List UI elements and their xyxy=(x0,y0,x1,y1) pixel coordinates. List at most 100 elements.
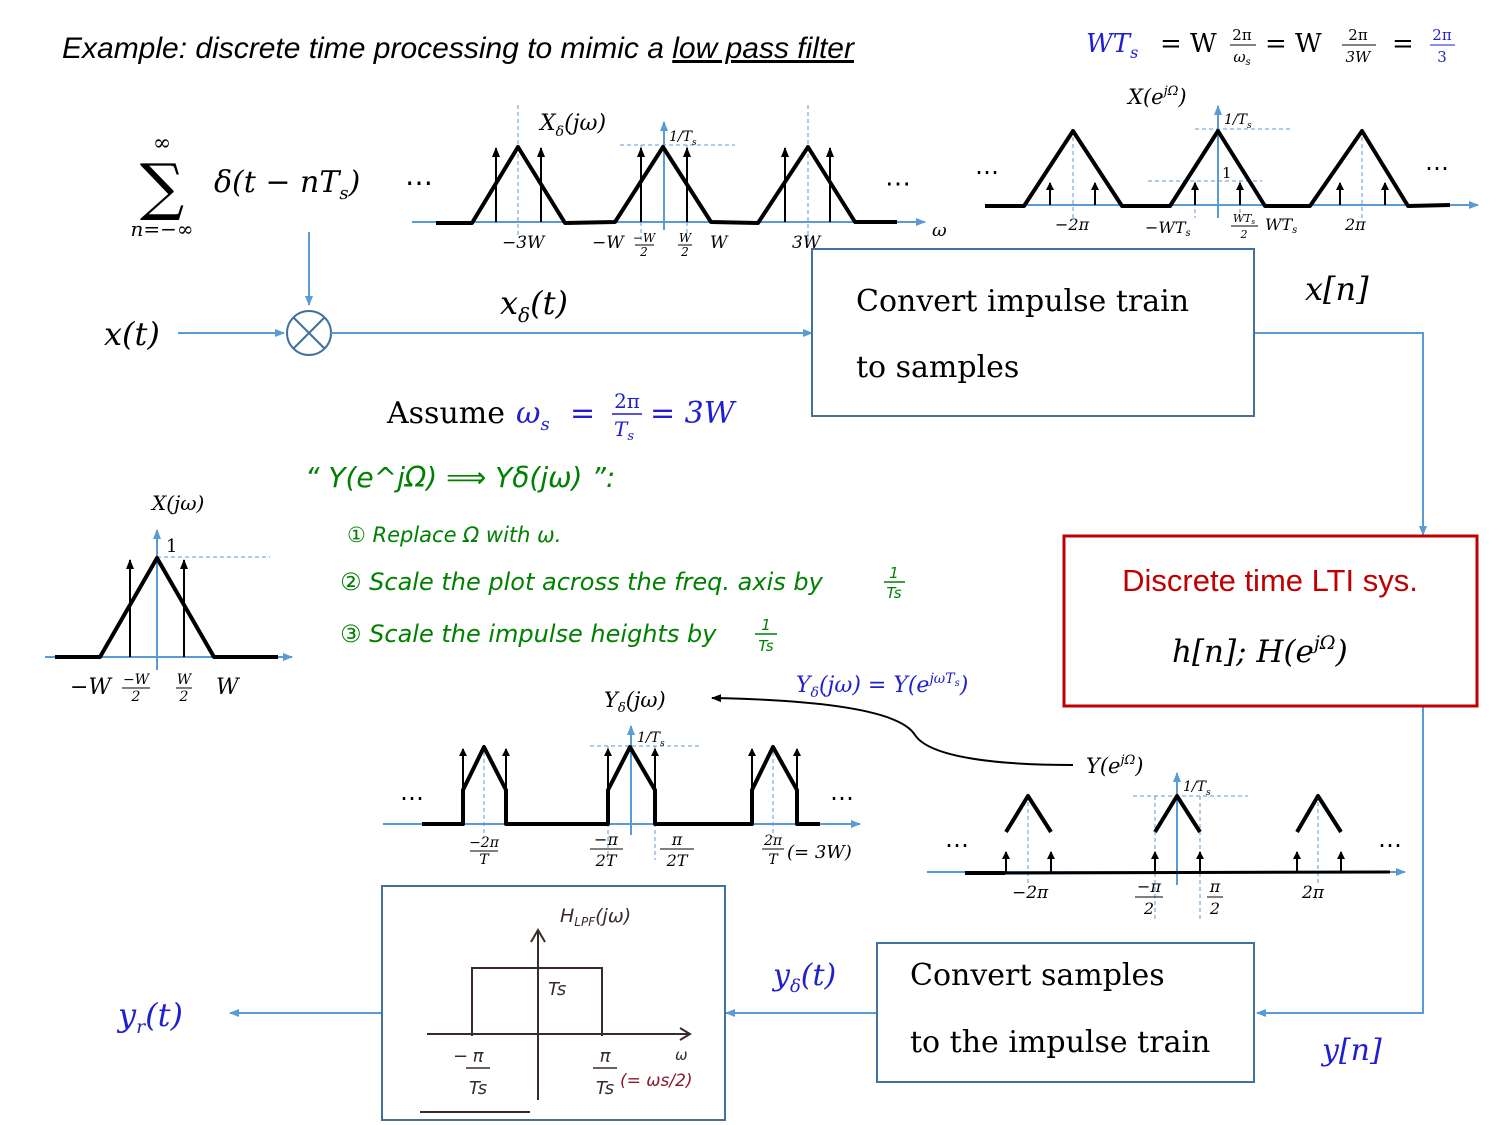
svg-text:3: 3 xyxy=(1437,48,1447,66)
svg-text:⋯: ⋯ xyxy=(400,784,424,812)
convert-impulse-to-samples-box: Convert impulse train to samples xyxy=(811,248,1255,417)
svg-text:−2π: −2π xyxy=(1055,215,1090,234)
xdelta-label: Xδ(jω) xyxy=(538,111,606,140)
svg-text:⋯: ⋯ xyxy=(945,831,969,859)
svg-text:π: π xyxy=(671,830,683,849)
svg-text:π: π xyxy=(600,1046,612,1067)
svg-text:2π: 2π xyxy=(1301,883,1325,903)
svg-text:W: W xyxy=(679,231,693,245)
svg-text:1: 1 xyxy=(1222,164,1232,182)
svg-text:Ts: Ts xyxy=(469,1078,487,1099)
svg-text:(= ωs/2): (= ωs/2) xyxy=(620,1071,693,1091)
svg-text:−2π: −2π xyxy=(1012,883,1049,903)
svg-text:2T: 2T xyxy=(666,851,689,870)
svg-text:2π: 2π xyxy=(763,833,783,849)
svg-text:π: π xyxy=(1209,877,1221,896)
svg-text:−W: −W xyxy=(592,233,625,253)
svg-text:2: 2 xyxy=(1240,228,1248,241)
label-xn: x[n] xyxy=(1305,270,1369,308)
handwritten-notes: “ Y(e^jΩ) ⟹ Yδ(jω) ”: ① Replace Ω with ω… xyxy=(305,461,905,655)
svg-text:(= 3W): (= 3W) xyxy=(787,842,852,863)
label-yn: y[n] xyxy=(1320,1033,1382,1068)
svg-text:W: W xyxy=(216,675,241,700)
label-xdelta-t: xδ(t) xyxy=(500,284,568,327)
svg-text:Ts: Ts xyxy=(548,979,566,1000)
relation-connector-arrow xyxy=(711,694,1074,766)
svg-text:1/Ts: 1/Ts xyxy=(1224,112,1252,131)
svg-text:π: π xyxy=(473,1046,485,1067)
label-xt: x(t) xyxy=(104,315,160,353)
header-equation: WTs = W 2π ωs = W 2π 3W = 2π 3 xyxy=(1086,26,1455,68)
svg-text:2π: 2π xyxy=(1432,26,1452,44)
svg-text:⋯: ⋯ xyxy=(885,169,911,199)
label-ydelta-t: yδ(t) xyxy=(771,958,836,997)
svg-text:−π: −π xyxy=(1137,877,1161,896)
svg-text:Yδ(jω): Yδ(jω) xyxy=(604,688,666,716)
svg-text:“ Y(e^jΩ) ⟹ Yδ(jω) ”:: “ Y(e^jΩ) ⟹ Yδ(jω) ”: xyxy=(305,461,615,494)
svg-text:ωs: ωs xyxy=(516,396,550,435)
xomega-spectrum-plot: X(ejΩ) 1/Ts 1 ⋯ ⋯ −2π −WTs WTs 2 WTs 2π xyxy=(975,84,1479,241)
svg-text:2: 2 xyxy=(179,689,189,705)
svg-text:Ts: Ts xyxy=(614,417,634,444)
assume-equation: Assume ωs = 2π Ts = 3W xyxy=(386,389,737,444)
svg-text:Convert samples: Convert samples xyxy=(910,958,1165,993)
svg-text:−W: −W xyxy=(123,672,151,688)
svg-text:=: = xyxy=(1392,29,1414,59)
svg-text:W: W xyxy=(177,672,193,688)
svg-text:n=−∞: n=−∞ xyxy=(130,217,193,241)
ydelta-relation-eq: Yδ(jω) = Y(ejωTs) xyxy=(796,671,968,701)
convert-samples-to-impulse-box: Convert samples to the impulse train xyxy=(876,942,1255,1083)
svg-text:③ Scale the impulse heights by: ③ Scale the impulse heights by xyxy=(340,620,717,648)
svg-text:3W: 3W xyxy=(1346,48,1373,66)
lti-system-box: Discrete time LTI sys. h[n]; H(ejΩ) xyxy=(1062,534,1479,708)
svg-text:T: T xyxy=(768,852,779,868)
svg-text:WTs: WTs xyxy=(1086,29,1138,62)
svg-text:ω: ω xyxy=(932,220,947,241)
svg-text:−2π: −2π xyxy=(469,835,500,851)
svg-text:⋯: ⋯ xyxy=(1378,831,1402,859)
ydelta-spectrum-plot: Yδ(jω) 1/Ts ⋯ ⋯ −2π T −π 2T π 2T 2π T (=… xyxy=(383,688,861,870)
svg-text:Ts: Ts xyxy=(758,637,773,655)
svg-text:X(jω): X(jω) xyxy=(150,491,204,515)
svg-text:2: 2 xyxy=(639,245,648,259)
svg-text:2T: 2T xyxy=(595,851,618,870)
svg-text:Convert impulse train: Convert impulse train xyxy=(856,284,1189,319)
svg-text:−: − xyxy=(453,1046,468,1067)
svg-text:δ(t − nTs): δ(t − nTs) xyxy=(214,165,360,204)
x-jw-plot: X(jω) 1 −W −W 2 W 2 W xyxy=(45,491,293,705)
svg-text:= W: = W xyxy=(1265,29,1322,59)
svg-text:Discrete time LTI sys.: Discrete time LTI sys. xyxy=(1122,563,1418,598)
svg-text:2π: 2π xyxy=(1232,26,1252,44)
svg-text:2π: 2π xyxy=(1348,26,1368,44)
svg-text:Assume: Assume xyxy=(386,396,505,431)
svg-text:= 3W: = 3W xyxy=(650,396,737,431)
svg-text:ωs: ωs xyxy=(1233,48,1250,68)
svg-text:1/Ts: 1/Ts xyxy=(669,129,697,148)
svg-text:1: 1 xyxy=(166,536,177,557)
svg-text:to the impulse train: to the impulse train xyxy=(910,1025,1210,1060)
svg-text:=: = xyxy=(570,396,595,431)
svg-text:2: 2 xyxy=(1143,899,1154,918)
svg-text:−3W: −3W xyxy=(502,233,546,253)
svg-text:h[n]; H(ejΩ): h[n]; H(ejΩ) xyxy=(1172,632,1348,670)
svg-text:Y(ejΩ): Y(ejΩ) xyxy=(1086,753,1144,778)
svg-text:2π: 2π xyxy=(1344,215,1366,234)
svg-text:⋯: ⋯ xyxy=(975,158,999,186)
svg-text:⋯: ⋯ xyxy=(1425,154,1449,182)
svg-text:T: T xyxy=(479,852,490,868)
svg-text:2: 2 xyxy=(1209,899,1220,918)
svg-text:1: 1 xyxy=(761,616,771,634)
svg-text:Ts: Ts xyxy=(596,1078,614,1099)
label-yr-t: yr(t) xyxy=(116,996,183,1038)
svg-text:−WTs: −WTs xyxy=(1145,218,1191,239)
svg-text:to samples: to samples xyxy=(856,350,1019,385)
svg-text:2π: 2π xyxy=(614,389,640,413)
svg-text:⋯: ⋯ xyxy=(405,166,433,199)
svg-text:1: 1 xyxy=(889,564,899,582)
impulse-train-sum: ∞ ∑ n=−∞ δ(t − nTs) ⋯ xyxy=(130,131,433,241)
svg-text:⋯: ⋯ xyxy=(830,784,854,812)
svg-text:−π: −π xyxy=(594,830,618,849)
svg-text:HLPF(jω): HLPF(jω) xyxy=(560,905,631,929)
svg-text:∑: ∑ xyxy=(140,150,184,223)
